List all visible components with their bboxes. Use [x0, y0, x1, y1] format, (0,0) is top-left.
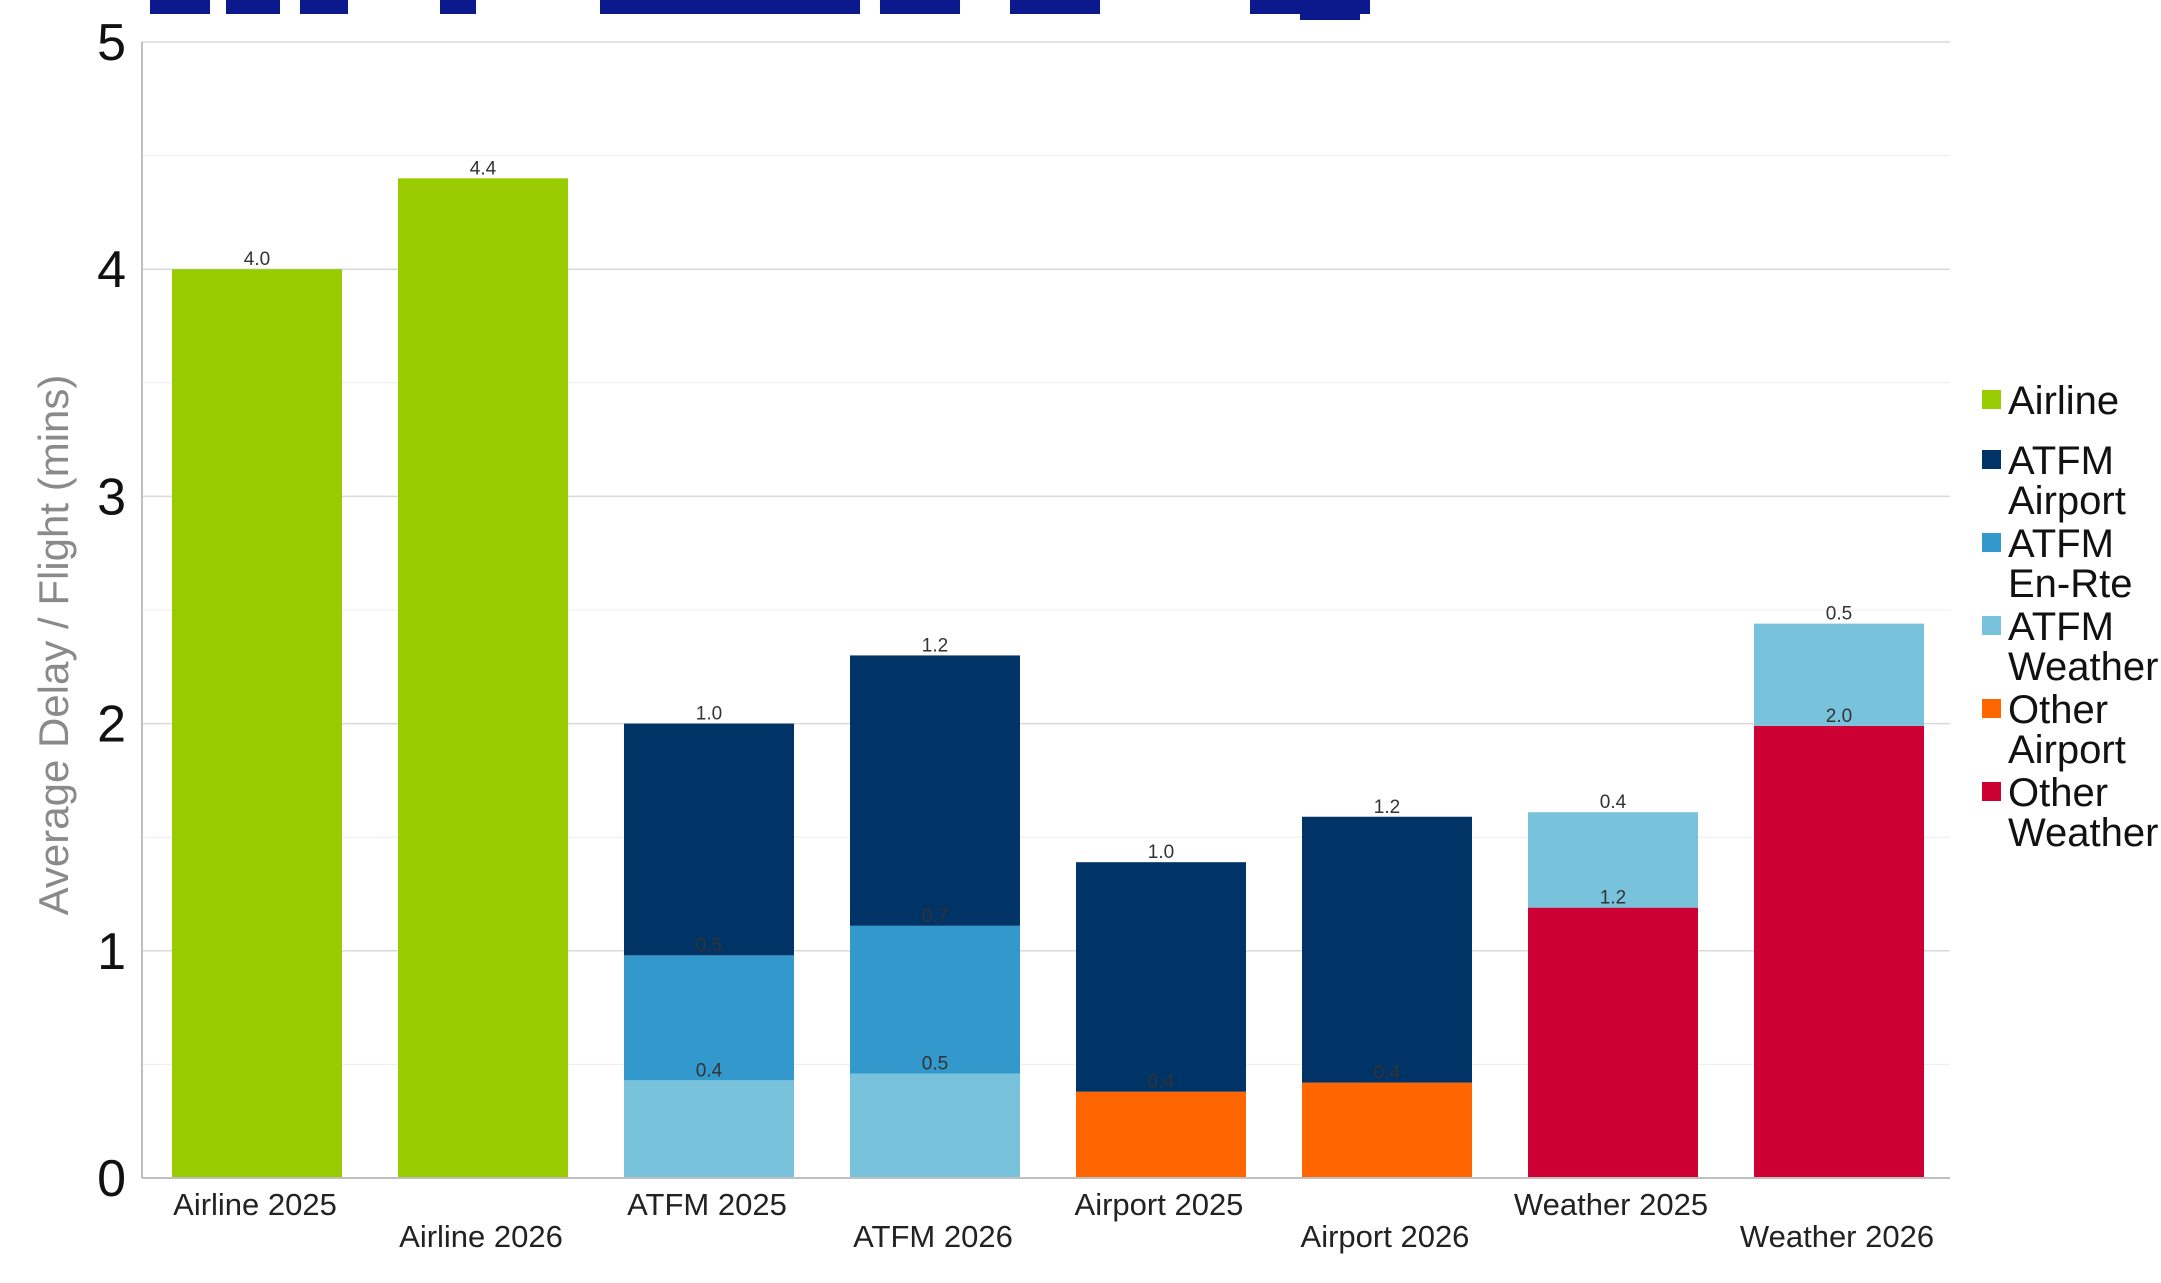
data-label: 0.4: [696, 1060, 723, 1081]
chart-title-fragment: [150, 0, 1370, 20]
y-tick-label: 5: [97, 14, 126, 72]
bar-atfm-weather-top--7: [1754, 623, 1924, 726]
legend-label: En-Rte: [2008, 562, 2133, 606]
data-label: 0.5: [1826, 604, 1852, 625]
bar-airline-0: [172, 269, 342, 1178]
title-fragment-0: [150, 0, 210, 14]
legend-label: ATFM: [2008, 605, 2114, 649]
bar-atfm-en-rte-3: [850, 925, 1020, 1074]
y-tick-label: 1: [97, 923, 126, 981]
y-tick-label: 2: [97, 696, 126, 754]
bar-other-airport-5: [1302, 1082, 1472, 1178]
data-label: 0.4: [1374, 1063, 1401, 1084]
bar-atfm-weather-2: [624, 1080, 794, 1178]
data-label: 1.0: [696, 704, 722, 725]
data-label: 1.2: [1600, 888, 1626, 909]
legend-swatch: [1982, 390, 2001, 409]
data-label: 1.2: [922, 635, 948, 656]
bar-atfm-en-rte-2: [624, 955, 794, 1081]
bar-atfm-airport-3: [850, 655, 1020, 926]
x-tick-label: ATFM 2025: [627, 1187, 787, 1222]
title-fragment-5: [880, 0, 960, 14]
x-tick-label: Airport 2026: [1301, 1219, 1470, 1254]
x-tick-label: Weather 2025: [1514, 1187, 1708, 1222]
y-tick-label: 3: [97, 468, 126, 526]
x-tick-label: Airport 2025: [1075, 1187, 1244, 1222]
data-label: 0.4: [1600, 792, 1627, 813]
legend-swatch: [1982, 533, 2001, 552]
data-label: 4.0: [244, 249, 270, 270]
bar-atfm-airport-4: [1076, 862, 1246, 1092]
bar-other-weather-7: [1754, 725, 1924, 1178]
legend-label: ATFM: [2008, 522, 2114, 566]
data-label: 0.5: [922, 1053, 948, 1074]
data-label: 4.4: [470, 158, 497, 179]
data-label: 1.0: [1148, 842, 1174, 863]
data-label: 0.5: [696, 935, 722, 956]
title-fragment-2: [300, 0, 348, 14]
legend-swatch: [1982, 782, 2001, 801]
bar-airline-1: [398, 178, 568, 1178]
bar-atfm-weather-3: [850, 1073, 1020, 1178]
legend-label: Other: [2008, 771, 2108, 815]
legend-swatch: [1982, 699, 2001, 718]
y-axis-label: Average Delay / Flight (mins): [30, 375, 77, 916]
legend-item: Airline: [1982, 379, 2119, 423]
legend-swatch: [1982, 616, 2001, 635]
x-tick-label: Weather 2026: [1740, 1219, 1934, 1254]
legend-label: Weather: [2008, 645, 2158, 689]
bar-atfm-airport-2: [624, 723, 794, 956]
y-tick-label: 0: [97, 1150, 126, 1208]
bar-other-weather-6: [1528, 907, 1698, 1178]
bar-other-airport-4: [1076, 1091, 1246, 1178]
legend-label: Other: [2008, 688, 2108, 732]
legend-label: Airline: [2008, 379, 2119, 423]
legend-label: Weather: [2008, 811, 2158, 855]
data-label: 2.0: [1826, 706, 1852, 727]
y-tick-label: 4: [97, 241, 126, 299]
data-label: 1.2: [1374, 797, 1400, 818]
axes: 0 1 2 3 4 5 Airline 2025 Airline 2026 ATFM 2025 A…: [97, 14, 1950, 1254]
legend-label: Airport: [2008, 728, 2126, 772]
legend: AirlineATFMAirportATFMEn-RteATFMWeatherO…: [1982, 379, 2158, 855]
title-fragment-8: [1300, 0, 1360, 20]
title-fragment-3: [440, 0, 476, 14]
title-fragment-6: [1010, 0, 1100, 14]
bar-atfm-weather-top--6: [1528, 812, 1698, 908]
x-tick-label: Airline 2025: [173, 1187, 337, 1222]
bar-atfm-airport-5: [1302, 816, 1472, 1083]
legend-swatch: [1982, 450, 2001, 469]
data-labels: 4.0 4.4 0.4 0.5 0.5 0.7 0.4 0.4 1.0 1.2 1.0 1.2 1.2 2…: [244, 158, 1852, 1092]
x-tick-label: Airline 2026: [399, 1219, 563, 1254]
legend-label: ATFM: [2008, 439, 2114, 483]
title-fragment-1: [226, 0, 280, 14]
x-tick-label: ATFM 2026: [853, 1219, 1013, 1254]
bars: [172, 178, 1924, 1178]
title-fragment-4: [600, 0, 860, 14]
data-label: 0.4: [1148, 1072, 1175, 1093]
data-label: 0.7: [922, 906, 948, 927]
legend-label: Airport: [2008, 479, 2126, 523]
